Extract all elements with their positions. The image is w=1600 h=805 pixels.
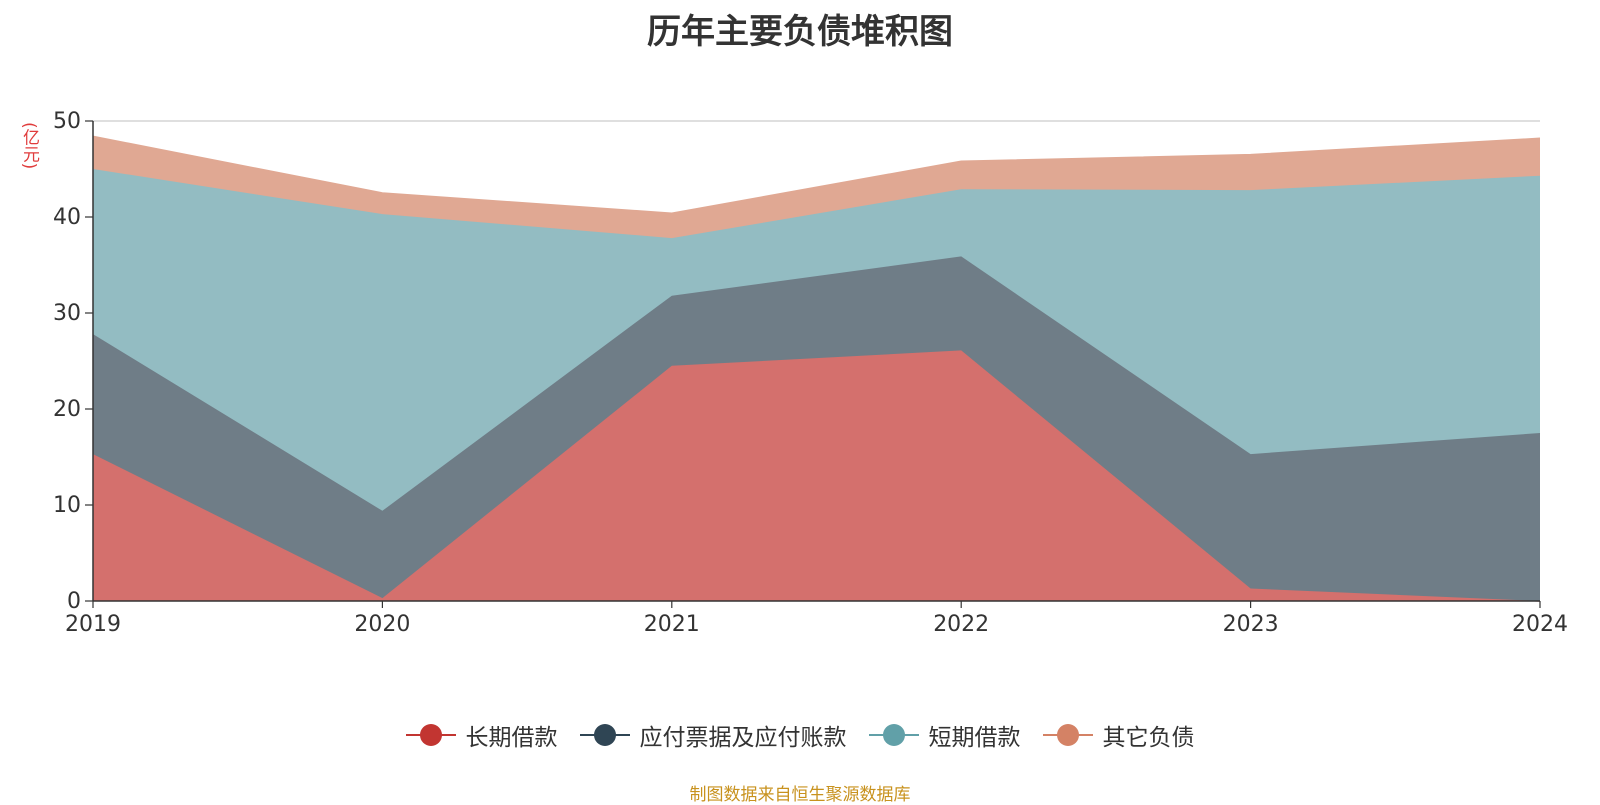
x-tick-label-2019: 2019 [65,612,121,637]
legend-swatch-icon [579,723,630,747]
y-tick-label-0: 0 [67,589,81,614]
legend-swatch-icon [868,723,919,747]
line-series-3 [92,135,1541,214]
area-series-0 [93,350,1540,601]
legend-swatch-icon [405,723,456,747]
x-tick-label-2024: 2024 [1512,612,1568,637]
source-note: 制图数据来自恒生聚源数据库 [689,785,911,805]
legend-item-1[interactable]: 应付票据及应付账款 [579,718,847,752]
area-series-2 [93,169,1540,511]
area-series-1 [93,256,1540,601]
x-tick-label-2023: 2023 [1223,612,1279,637]
legend-item-3[interactable]: 其它负债 [1042,718,1195,752]
chart-title: 历年主要负债堆积图 [647,12,953,52]
y-tick-label-10: 10 [53,493,81,518]
legend: 长期借款 应付票据及应付账款 短期借款 其它负债 [0,718,1600,752]
stacked-areas [92,135,1541,602]
x-tick-label-2022: 2022 [933,612,989,637]
legend-item-2[interactable]: 短期借款 [868,718,1021,752]
axes: 0 10 20 30 40 50 2019 2020 2021 2022 2023 2024 [53,109,1568,637]
y-tick-label-20: 20 [53,397,81,422]
legend-item-0[interactable]: 长期借款 [405,718,558,752]
y-tick-label-30: 30 [53,301,81,326]
y-axis-unit-label: (亿元) [19,122,39,170]
legend-label: 长期借款 [465,725,558,751]
x-tick-label-2020: 2020 [354,612,410,637]
y-tick-label-40: 40 [53,205,81,230]
legend-label: 其它负债 [1102,725,1195,751]
y-tick-label-50: 50 [53,109,81,134]
x-tick-label-2021: 2021 [644,612,700,637]
legend-label: 短期借款 [928,725,1021,751]
legend-label: 应付票据及应付账款 [639,725,847,751]
legend-swatch-icon [1042,723,1093,747]
